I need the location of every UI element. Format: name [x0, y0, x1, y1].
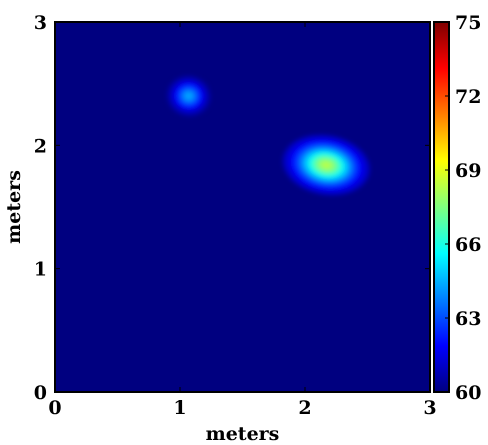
y-tick-label: 3 — [34, 12, 47, 34]
x-tick-label: 0 — [48, 397, 61, 419]
heatmap-background — [55, 22, 430, 392]
heatmap-hotspot — [282, 134, 370, 196]
y-axis-label: meters — [3, 170, 25, 244]
colorbar-tick-label: 63 — [455, 308, 481, 330]
y-tick-label: 1 — [34, 259, 47, 281]
colorbar — [433, 21, 450, 393]
x-axis-label: meters — [206, 423, 280, 445]
colorbar-tick-label: 72 — [455, 86, 481, 108]
colorbar-tick-label: 75 — [455, 12, 481, 34]
colorbar-tick-label: 66 — [455, 234, 481, 256]
plot-frame — [54, 21, 431, 393]
colorbar-tick-label: 69 — [455, 160, 481, 182]
heatmap-hotspot — [166, 75, 211, 117]
x-tick-label: 3 — [423, 397, 436, 419]
x-tick-label: 1 — [173, 397, 186, 419]
colorbar-tick-label: 60 — [455, 382, 481, 404]
y-tick-label: 2 — [34, 135, 47, 157]
x-tick-label: 2 — [298, 397, 311, 419]
y-tick-label: 0 — [34, 382, 47, 404]
